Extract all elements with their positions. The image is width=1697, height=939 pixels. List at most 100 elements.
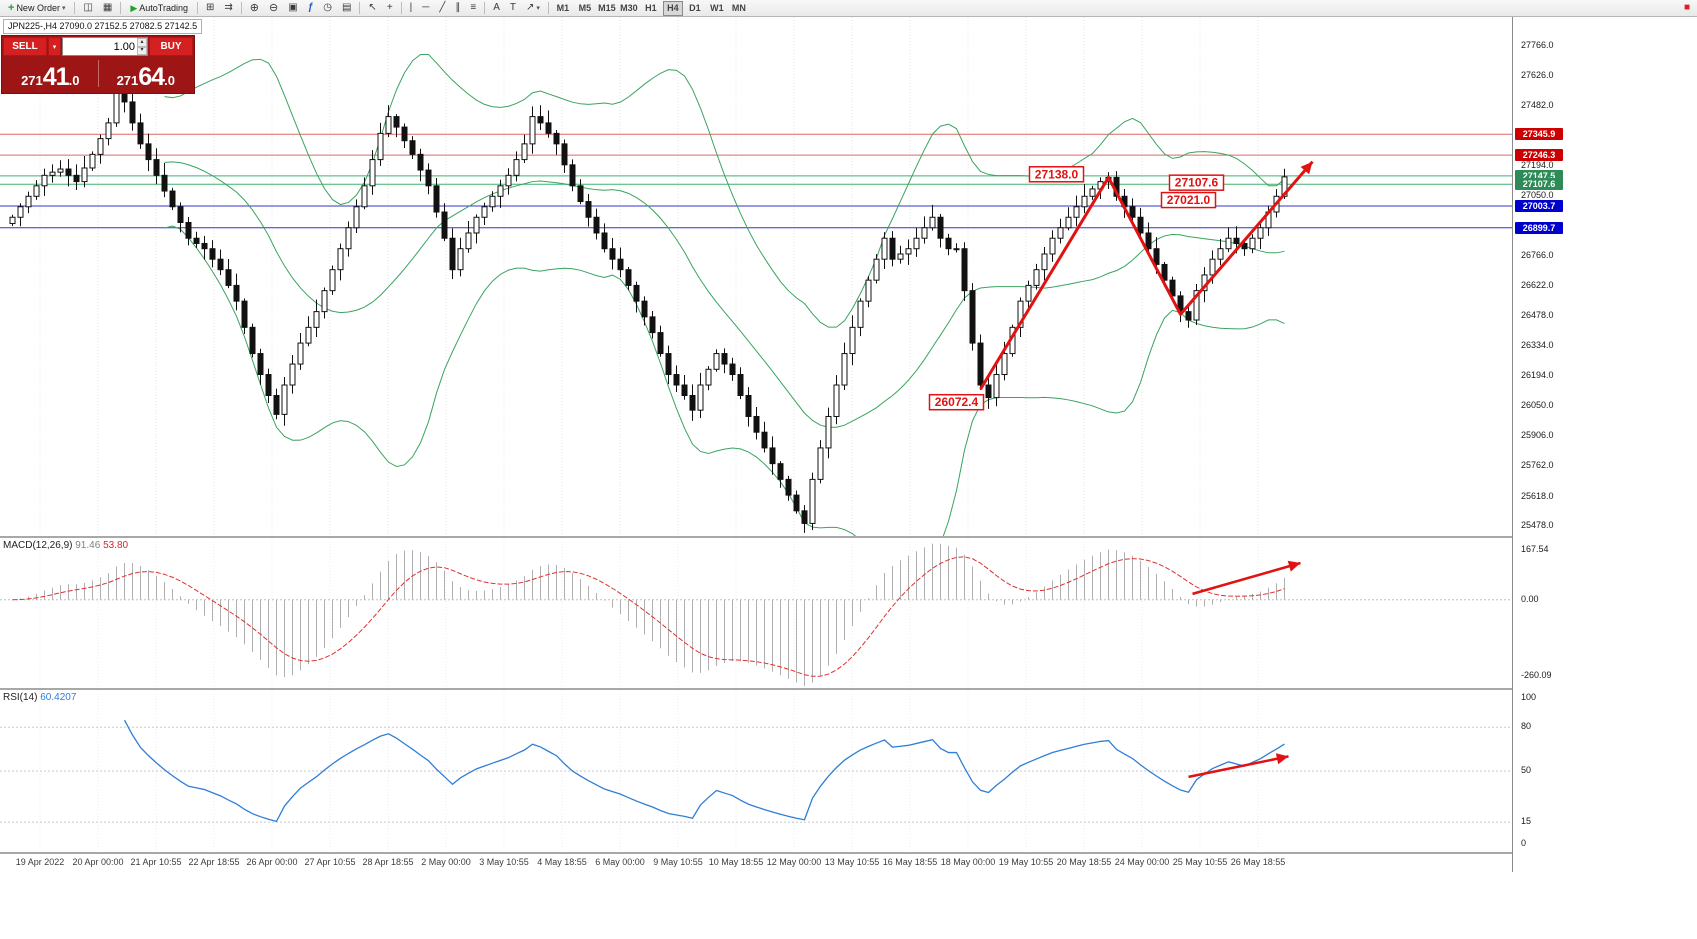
timeframe-w1-button[interactable]: W1 xyxy=(707,1,727,16)
panel-separator[interactable] xyxy=(0,536,1697,538)
main-chart-svg: 27138.0 27107.6 27021.0 26072.4 xyxy=(0,17,1512,536)
doc-plus-icon: + xyxy=(8,2,15,14)
buy-price[interactable]: 271 64.0 xyxy=(116,63,175,91)
macd-panel[interactable] xyxy=(0,538,1512,688)
buy-button[interactable]: BUY xyxy=(149,37,193,56)
volume-increase-button[interactable]: ▴ xyxy=(137,38,147,47)
window-plus-icon: ⊞ xyxy=(206,2,215,13)
bid-ask-prices: 271 41.0 271 64.0 xyxy=(2,57,194,93)
time-axis-label: 20 May 18:55 xyxy=(1056,857,1112,867)
arrowhead xyxy=(1287,560,1301,572)
text-label-button[interactable]: T xyxy=(506,1,520,16)
crosshair-button[interactable]: + xyxy=(383,1,397,16)
toolbar-separator xyxy=(74,2,76,14)
axis-label: 80 xyxy=(1521,721,1532,732)
price-tag: 27003.7 xyxy=(1515,199,1563,212)
play-icon: ▶ xyxy=(130,3,138,13)
periods-button[interactable]: ◷ xyxy=(319,1,336,16)
text-button[interactable]: A xyxy=(489,1,504,16)
axis-label: 25762.0 xyxy=(1521,460,1554,471)
chevron-down-icon: ▾ xyxy=(52,43,57,51)
macd-header: MACD(12,26,9) 91.46 53.80 xyxy=(3,540,128,551)
axis-label: 26194.0 xyxy=(1521,369,1554,380)
timeframe-h1-button[interactable]: H1 xyxy=(641,1,661,16)
annotation-box[interactable] xyxy=(1168,174,1225,191)
timeframe-d1-button[interactable]: D1 xyxy=(685,1,705,16)
panel-separator[interactable] xyxy=(0,688,1697,690)
chart-icon: ◫ xyxy=(83,2,93,13)
time-axis[interactable]: 19 Apr 2022 20 Apr 00:00 21 Apr 10:55 22 Ap… xyxy=(0,854,1512,872)
toolbar-separator xyxy=(400,2,402,14)
annotation-box[interactable] xyxy=(928,393,985,411)
annotation-box[interactable] xyxy=(1028,166,1085,183)
volume-field: ▴ ▾ xyxy=(62,37,148,56)
trendline-button[interactable]: ╱ xyxy=(435,1,449,16)
trend-arrow[interactable] xyxy=(1192,561,1301,596)
axis-label: 27626.0 xyxy=(1521,69,1554,80)
macd-svg xyxy=(0,538,1512,688)
timeframe-h4-button[interactable]: H4 xyxy=(662,0,683,16)
macd-histogram xyxy=(20,543,1285,686)
grid-icon: ▦ xyxy=(102,2,113,13)
trend-icon: ╱ xyxy=(439,2,446,13)
auto-scroll-button[interactable]: ⇉ xyxy=(220,1,236,16)
new-order-button[interactable]: + New Order ▾ xyxy=(3,1,70,16)
axis-label: 26050.0 xyxy=(1521,399,1554,410)
new-chart-button[interactable]: ⊞ xyxy=(202,1,218,16)
clock-icon: ◷ xyxy=(323,2,332,13)
axis-label: 15 xyxy=(1521,816,1532,827)
status-button[interactable]: ■ xyxy=(1680,1,1694,16)
timeframe-m1-button[interactable]: M1 xyxy=(553,1,573,16)
axis-label: 26766.0 xyxy=(1521,249,1554,260)
equidistant-channel-button[interactable]: ∥ xyxy=(451,1,464,16)
timeframe-m15-button[interactable]: M15 xyxy=(597,1,617,16)
cursor-button[interactable]: ↖ xyxy=(364,1,380,16)
zoom-out-button[interactable]: ⊖ xyxy=(265,1,282,16)
tile-windows-button[interactable]: ▣ xyxy=(284,1,301,16)
templates-button[interactable]: ▤ xyxy=(338,1,355,16)
new-order-label: New Order xyxy=(16,3,60,13)
price-annotations[interactable]: 27138.0 27107.6 27021.0 26072.4 xyxy=(928,166,1225,411)
autotrading-button[interactable]: ▶ AutoTrading xyxy=(125,1,193,16)
indicators-button[interactable]: ƒ xyxy=(304,1,318,16)
time-axis-label: 16 May 18:55 xyxy=(882,857,938,867)
price-axis[interactable]: 27766.0 27626.0 27482.0 27194.0 27050.0 26766… xyxy=(1512,17,1697,872)
volume-dropdown-button[interactable]: ▾ xyxy=(48,37,61,56)
timeframe-mn-button[interactable]: MN xyxy=(729,1,749,16)
sell-price[interactable]: 271 41.0 xyxy=(21,63,80,91)
time-axis-label: 19 May 10:55 xyxy=(998,857,1054,867)
time-axis-label: 26 May 18:55 xyxy=(1230,857,1286,867)
horizontal-line-button[interactable]: ─ xyxy=(418,1,433,16)
sell-button[interactable]: SELL xyxy=(3,37,47,56)
zoom-in-icon: ⊕ xyxy=(249,2,259,14)
charts-list-button[interactable]: ◫ xyxy=(79,1,96,16)
panel-separator xyxy=(0,852,1697,854)
rsi-header: RSI(14) 60.4207 xyxy=(3,692,76,703)
rsi-panel[interactable] xyxy=(0,690,1512,852)
time-axis-label: 2 May 00:00 xyxy=(421,857,471,867)
bollinger-bands xyxy=(164,53,1285,536)
axis-label: 26334.0 xyxy=(1521,340,1554,351)
trend-arrow[interactable] xyxy=(1188,755,1289,779)
volume-input[interactable] xyxy=(63,38,137,55)
axis-label: 0 xyxy=(1521,838,1527,848)
arrows-button[interactable]: ↗ ▾ xyxy=(522,1,544,16)
vertical-line-button[interactable]: | xyxy=(406,1,417,16)
timeframe-m30-button[interactable]: M30 xyxy=(619,1,639,16)
vline-icon: | xyxy=(409,2,413,13)
timeframe-m5-button[interactable]: M5 xyxy=(575,1,595,16)
toolbar-separator xyxy=(120,2,122,14)
fibonacci-button[interactable]: ≡ xyxy=(466,1,480,16)
main-chart-panel[interactable]: 27138.0 27107.6 27021.0 26072.4 xyxy=(0,17,1512,536)
rsi-name: RSI(14) xyxy=(3,692,38,703)
crosshair-icon: + xyxy=(386,2,393,13)
zoom-in-button[interactable]: ⊕ xyxy=(246,1,263,16)
axis-label: 25906.0 xyxy=(1521,430,1554,441)
annotation-box[interactable] xyxy=(1160,191,1217,209)
chevron-down-icon: ▾ xyxy=(536,5,540,12)
rsi-svg xyxy=(0,690,1512,852)
trend-arrow[interactable] xyxy=(979,160,1314,390)
volume-decrease-button[interactable]: ▾ xyxy=(137,46,147,55)
profiles-button[interactable]: ▦ xyxy=(99,1,116,16)
price-tag: 27107.6 xyxy=(1515,178,1563,191)
